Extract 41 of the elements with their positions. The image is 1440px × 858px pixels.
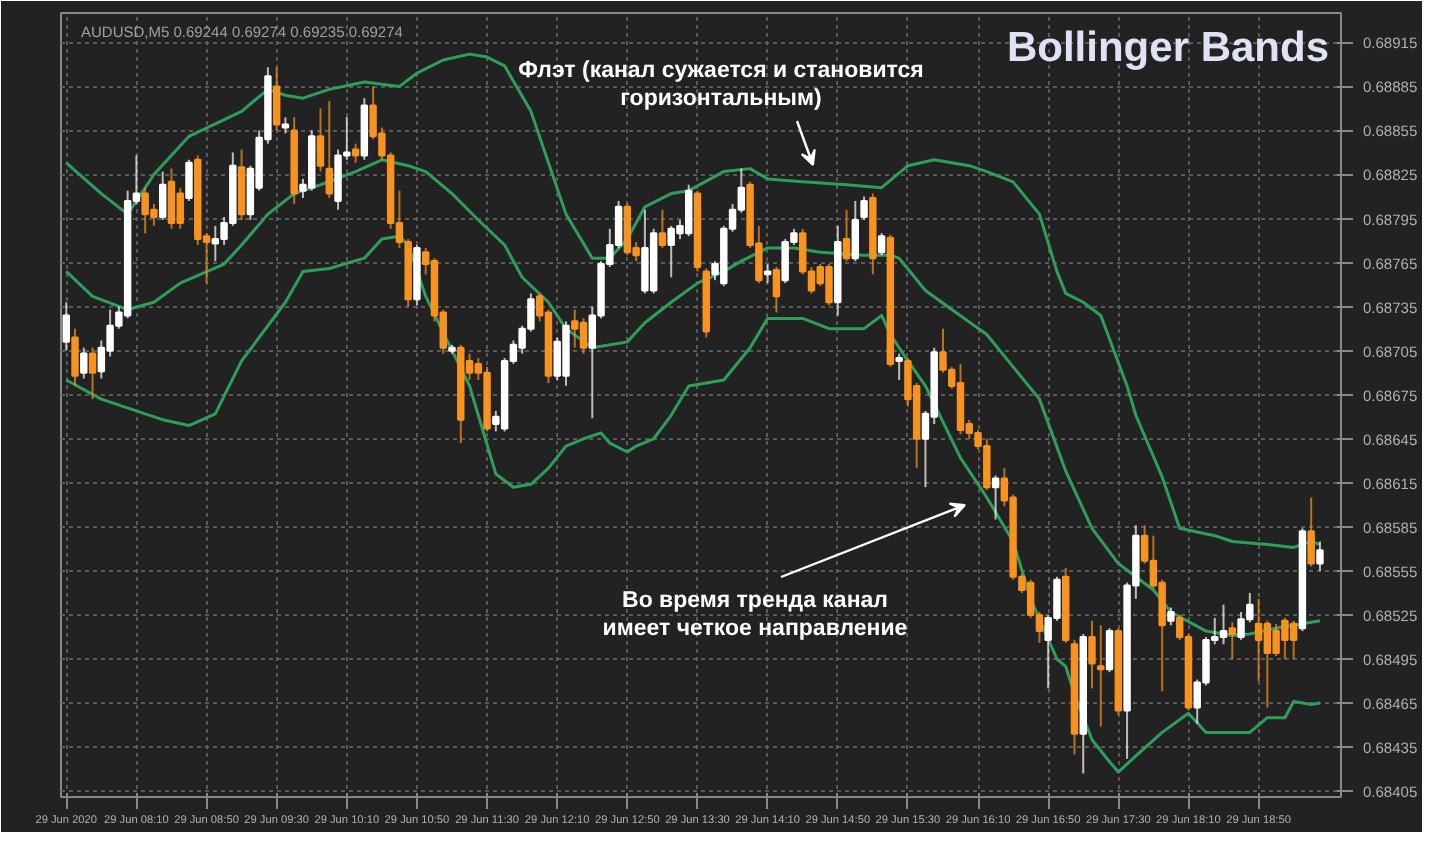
- candlestick: [272, 66, 281, 132]
- candlestick: [991, 474, 1000, 521]
- chart-title: Bollinger Bands: [1006, 25, 1330, 71]
- candlestick: [1289, 619, 1298, 660]
- candlestick: [158, 170, 167, 222]
- candlestick: [772, 265, 781, 314]
- candlestick: [1228, 621, 1237, 660]
- candlestick: [1307, 496, 1315, 568]
- candlestick: [325, 100, 333, 199]
- candlestick: [185, 158, 193, 202]
- candlestick: [842, 208, 851, 263]
- candlestick: [895, 352, 903, 382]
- candlestick: [316, 107, 325, 173]
- candlestick: [1263, 619, 1272, 709]
- candlestick: [1088, 619, 1096, 690]
- annotation: Во время тренда канал имеет четкое направление: [602, 588, 908, 642]
- candlestick: [1254, 597, 1263, 683]
- candlestick: [825, 263, 833, 307]
- candlestick: [176, 186, 184, 230]
- candlestick: [167, 167, 176, 230]
- candlestick: [877, 232, 886, 257]
- candlestick: [1097, 624, 1105, 728]
- candlestick: [851, 199, 860, 263]
- candlestick: [1316, 540, 1324, 572]
- annotation: Флэт (канал сужается и становится горизонтальным): [518, 58, 924, 112]
- candlestick: [658, 208, 667, 249]
- candlestick: [763, 263, 772, 285]
- candlestick: [956, 362, 965, 436]
- candlestick: [80, 346, 88, 380]
- candlestick: [71, 327, 79, 387]
- candlestick: [1219, 603, 1228, 646]
- candlestick: [1105, 627, 1114, 674]
- candlestick: [237, 148, 246, 222]
- candlestick: [88, 346, 97, 401]
- candlestick: [571, 308, 579, 349]
- candlestick: [62, 301, 70, 352]
- candlestick: [641, 208, 649, 295]
- candlestick: [860, 195, 868, 222]
- candlestick: [579, 317, 588, 355]
- candlestick: [623, 202, 632, 257]
- candlestick: [211, 224, 220, 263]
